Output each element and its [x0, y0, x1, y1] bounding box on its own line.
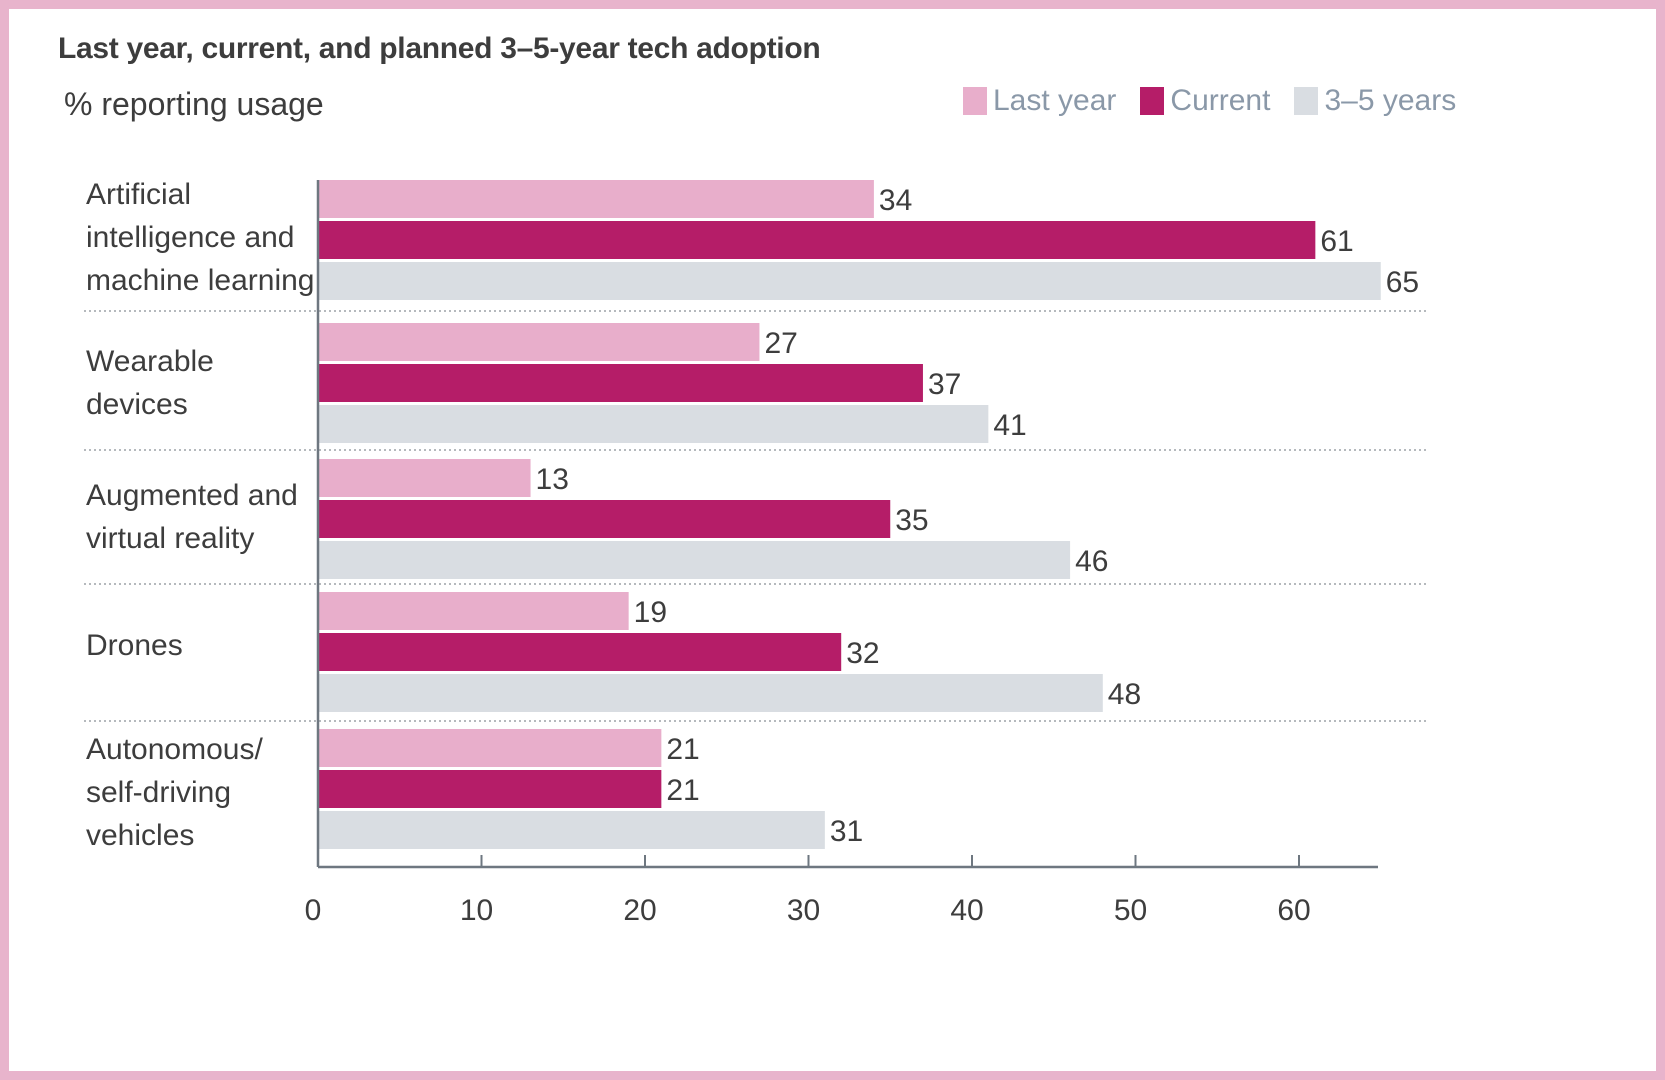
bar-current-augmented-and-virtual-reality [318, 500, 891, 538]
bar-current-wearable-devices [318, 364, 923, 402]
bar-value-label: 21 [666, 774, 699, 807]
x-tick-label: 60 [1277, 894, 1310, 927]
bar-value-label: 48 [1108, 678, 1141, 711]
bar-current-artificial-intelligence-and-machine-learning [318, 221, 1316, 259]
legend-item-3-5-years: 3–5 years [1294, 84, 1456, 118]
bar-value-label: 27 [764, 327, 797, 360]
bar-value-label: 41 [993, 409, 1026, 442]
legend-swatch-last-year [963, 87, 987, 115]
category-label-drones: Drones [86, 624, 316, 667]
legend: Last year Current 3–5 years [963, 84, 1456, 118]
bar-value-label: 31 [830, 815, 863, 848]
bar-last-year-augmented-and-virtual-reality [318, 459, 531, 497]
x-tick-label: 30 [787, 894, 820, 927]
bar-value-label: 19 [634, 596, 667, 629]
legend-swatch-current [1140, 87, 1165, 115]
bar-value-label: 32 [846, 637, 879, 670]
legend-label-current: Current [1170, 84, 1271, 117]
bar-value-label: 34 [879, 184, 912, 217]
category-label-line: devices [86, 388, 188, 421]
category-label-line: self-driving [86, 776, 232, 809]
bar-current-autonomous-self-driving-vehicles [318, 770, 662, 808]
bar-last-year-autonomous-self-driving-vehicles [318, 729, 662, 767]
bar-value-label: 46 [1075, 545, 1108, 578]
chart-subtitle: % reporting usage [64, 86, 324, 122]
x-tick-label: 20 [623, 894, 656, 927]
category-label-wearable-devices: Wearable devices [86, 340, 316, 426]
legend-item-current: Current [1140, 84, 1270, 118]
bar-3-5-years-artificial-intelligence-and-machine-learning [318, 262, 1381, 300]
bar-last-year-wearable-devices [318, 323, 760, 361]
legend-label-3-5-years: 3–5 years [1324, 84, 1457, 117]
category-label-line: Wearable [86, 345, 214, 378]
bar-3-5-years-wearable-devices [318, 405, 989, 443]
bar-3-5-years-augmented-and-virtual-reality [318, 541, 1071, 579]
bar-current-drones [318, 633, 842, 671]
x-tick-label: 0 [305, 894, 322, 927]
x-tick-label: 10 [460, 894, 493, 927]
category-label-line: Augmented and [86, 479, 298, 512]
legend-swatch-3-5-years [1294, 87, 1319, 115]
bar-last-year-artificial-intelligence-and-machine-learning [318, 180, 874, 218]
bar-value-label: 21 [666, 733, 699, 766]
bar-3-5-years-autonomous-self-driving-vehicles [318, 811, 825, 849]
bar-value-label: 37 [928, 368, 961, 401]
category-label-line: Artificial [86, 178, 192, 211]
category-label-line: vehicles [86, 819, 195, 852]
bar-value-label: 65 [1386, 266, 1419, 299]
category-label-autonomous-self-driving-vehicles: Autonomous/self-driving vehicles [86, 728, 316, 857]
category-label-line: Autonomous/ [86, 733, 263, 766]
bar-3-5-years-drones [318, 674, 1103, 712]
bar-value-label: 35 [895, 504, 928, 537]
bar-value-label: 13 [536, 463, 569, 496]
x-tick-label: 40 [950, 894, 983, 927]
x-tick-label: 50 [1114, 894, 1147, 927]
category-label-line: machine learning [86, 264, 315, 297]
category-label-artificial-intelligence-and-machine-learning: Artificial intelligence and machine learni… [86, 173, 316, 302]
category-label-augmented-and-virtual-reality: Augmented and virtual reality [86, 474, 316, 560]
category-label-line: intelligence and [86, 221, 295, 254]
bar-last-year-drones [318, 592, 629, 630]
legend-item-last-year: Last year [963, 84, 1116, 118]
bar-value-label: 61 [1320, 225, 1353, 258]
category-label-line: Drones [86, 629, 183, 662]
legend-label-last-year: Last year [993, 84, 1117, 117]
category-label-line: virtual reality [86, 522, 255, 555]
chart-title: Last year, current, and planned 3–5-year… [58, 32, 821, 65]
